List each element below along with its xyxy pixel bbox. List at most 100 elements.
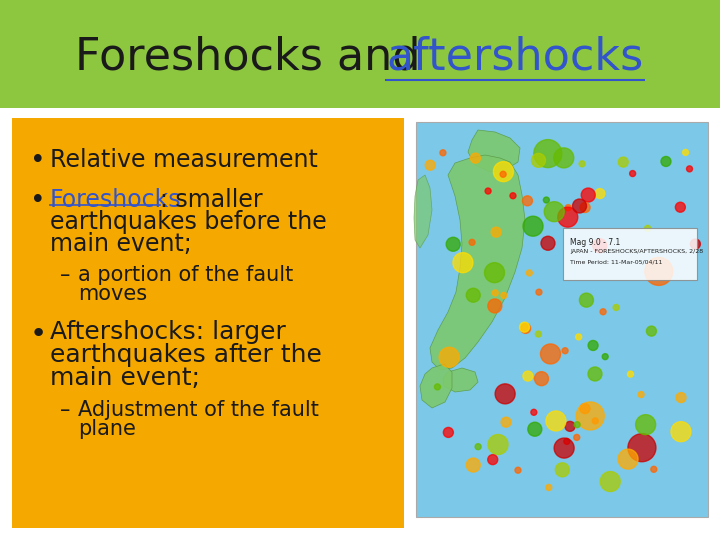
Circle shape xyxy=(467,458,480,472)
Circle shape xyxy=(628,434,656,462)
Circle shape xyxy=(576,402,604,430)
Circle shape xyxy=(618,449,638,469)
Circle shape xyxy=(565,205,571,211)
Text: Time Period: 11-Mar-05/04/11: Time Period: 11-Mar-05/04/11 xyxy=(570,260,662,265)
Circle shape xyxy=(475,444,481,450)
Circle shape xyxy=(593,418,598,424)
Circle shape xyxy=(453,253,473,273)
Circle shape xyxy=(470,153,480,163)
Text: : smaller: : smaller xyxy=(160,188,263,212)
Circle shape xyxy=(510,193,516,199)
Circle shape xyxy=(467,288,480,302)
Circle shape xyxy=(576,334,582,340)
Circle shape xyxy=(534,140,562,167)
Text: main event;: main event; xyxy=(50,232,192,256)
Circle shape xyxy=(501,293,507,299)
Circle shape xyxy=(446,237,460,251)
Circle shape xyxy=(676,393,686,403)
Circle shape xyxy=(600,471,620,491)
Text: Foreshocks: Foreshocks xyxy=(50,188,181,212)
Circle shape xyxy=(440,150,446,156)
Polygon shape xyxy=(430,155,525,370)
Circle shape xyxy=(515,467,521,473)
Circle shape xyxy=(546,411,566,431)
Text: –: – xyxy=(60,265,71,285)
Text: main event;: main event; xyxy=(50,366,200,390)
Circle shape xyxy=(558,207,577,227)
Text: •: • xyxy=(30,188,45,214)
Circle shape xyxy=(487,455,498,464)
Circle shape xyxy=(588,340,598,350)
Circle shape xyxy=(638,392,644,397)
Text: moves: moves xyxy=(78,284,147,304)
Circle shape xyxy=(580,403,590,414)
Circle shape xyxy=(613,305,619,310)
Circle shape xyxy=(492,290,498,296)
Circle shape xyxy=(562,348,568,354)
Circle shape xyxy=(523,196,533,206)
Circle shape xyxy=(580,202,590,213)
FancyBboxPatch shape xyxy=(563,228,697,280)
Circle shape xyxy=(600,309,606,315)
Circle shape xyxy=(546,484,552,490)
Text: •: • xyxy=(30,148,45,174)
Circle shape xyxy=(644,225,651,231)
Circle shape xyxy=(526,270,532,276)
Circle shape xyxy=(574,422,580,428)
Circle shape xyxy=(647,326,657,336)
Circle shape xyxy=(579,161,585,167)
FancyBboxPatch shape xyxy=(0,0,720,108)
Circle shape xyxy=(500,171,506,177)
Circle shape xyxy=(426,160,435,170)
Circle shape xyxy=(636,415,656,435)
Circle shape xyxy=(536,289,542,295)
Circle shape xyxy=(528,422,542,436)
Circle shape xyxy=(595,188,605,199)
Circle shape xyxy=(602,354,608,360)
Text: aftershocks: aftershocks xyxy=(386,36,643,78)
Circle shape xyxy=(645,258,672,286)
Text: Foreshocks and: Foreshocks and xyxy=(75,36,435,78)
Circle shape xyxy=(588,367,602,381)
Circle shape xyxy=(531,153,546,167)
Circle shape xyxy=(523,371,533,381)
Circle shape xyxy=(495,384,515,404)
Circle shape xyxy=(523,216,543,236)
Text: •: • xyxy=(30,320,48,348)
Circle shape xyxy=(554,438,574,458)
Circle shape xyxy=(618,157,629,167)
Circle shape xyxy=(572,199,587,213)
Circle shape xyxy=(488,435,508,455)
Circle shape xyxy=(683,150,688,156)
Text: JAPAN - FORESHOCKS/AFTERSHOCKS, 2/28: JAPAN - FORESHOCKS/AFTERSHOCKS, 2/28 xyxy=(570,249,703,254)
Circle shape xyxy=(661,157,671,166)
Circle shape xyxy=(491,227,501,237)
Text: –: – xyxy=(60,400,71,420)
Circle shape xyxy=(485,188,491,194)
Circle shape xyxy=(469,239,475,245)
Circle shape xyxy=(541,344,560,364)
Circle shape xyxy=(593,239,607,253)
FancyBboxPatch shape xyxy=(416,122,708,517)
Circle shape xyxy=(581,188,595,202)
Circle shape xyxy=(690,239,701,249)
Text: Aftershocks: larger: Aftershocks: larger xyxy=(50,320,286,344)
Circle shape xyxy=(565,421,575,431)
Text: Relative measurement: Relative measurement xyxy=(50,148,318,172)
Circle shape xyxy=(671,422,691,442)
Polygon shape xyxy=(414,175,432,248)
Circle shape xyxy=(544,197,549,203)
Circle shape xyxy=(675,202,685,212)
Circle shape xyxy=(439,347,459,367)
Circle shape xyxy=(493,161,513,181)
Circle shape xyxy=(520,322,529,332)
Circle shape xyxy=(521,323,531,333)
FancyBboxPatch shape xyxy=(12,118,404,528)
Circle shape xyxy=(488,299,502,313)
Circle shape xyxy=(485,262,505,282)
Circle shape xyxy=(501,417,511,427)
Text: earthquakes after the: earthquakes after the xyxy=(50,343,322,367)
Circle shape xyxy=(687,166,693,172)
Circle shape xyxy=(580,293,593,307)
Text: earthquakes before the: earthquakes before the xyxy=(50,210,327,234)
